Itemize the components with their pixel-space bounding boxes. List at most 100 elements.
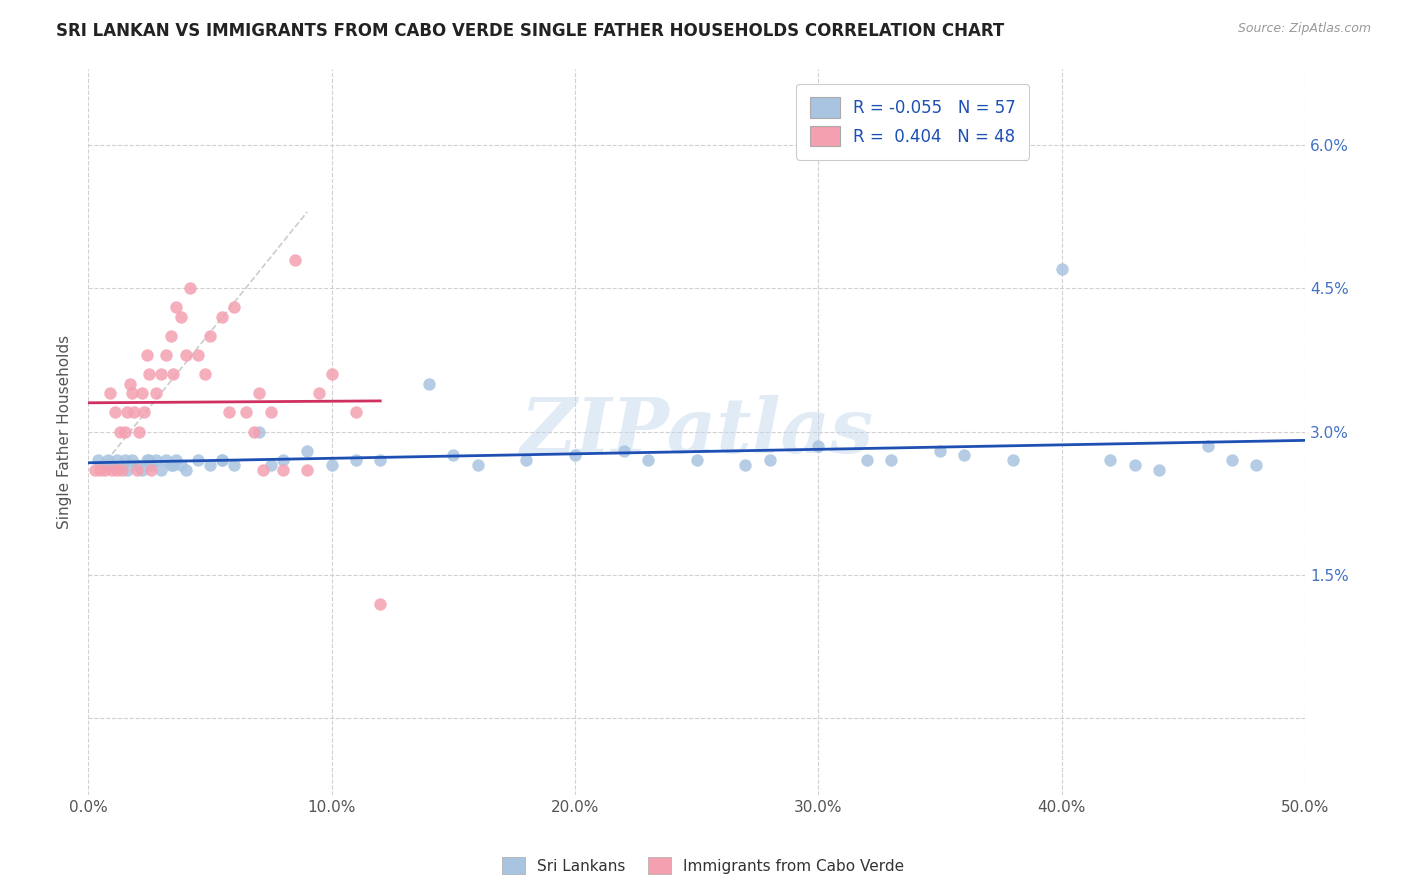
Point bbox=[224, 458, 246, 472]
Point bbox=[198, 458, 221, 472]
Point bbox=[121, 386, 143, 401]
Point bbox=[131, 386, 153, 401]
Point bbox=[125, 463, 148, 477]
Point bbox=[1246, 458, 1268, 472]
Point bbox=[111, 463, 134, 477]
Point bbox=[271, 453, 294, 467]
Point bbox=[247, 425, 270, 439]
Legend: R = -0.055   N = 57, R =  0.404   N = 48: R = -0.055 N = 57, R = 0.404 N = 48 bbox=[796, 84, 1029, 160]
Point bbox=[160, 329, 183, 343]
Point bbox=[929, 443, 952, 458]
Point bbox=[104, 405, 127, 419]
Point bbox=[115, 405, 138, 419]
Point bbox=[1001, 453, 1024, 467]
Point bbox=[84, 463, 107, 477]
Point bbox=[344, 405, 367, 419]
Point bbox=[114, 425, 136, 439]
Point bbox=[145, 453, 167, 467]
Point bbox=[295, 463, 318, 477]
Point bbox=[131, 463, 153, 477]
Point bbox=[105, 453, 128, 467]
Point bbox=[135, 453, 157, 467]
Point bbox=[114, 453, 136, 467]
Point bbox=[135, 348, 157, 362]
Point bbox=[368, 597, 391, 611]
Point bbox=[1220, 453, 1243, 467]
Point bbox=[467, 458, 489, 472]
Point bbox=[125, 458, 148, 472]
Point bbox=[89, 463, 111, 477]
Point bbox=[211, 453, 233, 467]
Point bbox=[198, 329, 221, 343]
Point bbox=[150, 463, 173, 477]
Point bbox=[160, 458, 183, 472]
Point bbox=[295, 443, 318, 458]
Point bbox=[224, 301, 246, 315]
Point bbox=[101, 458, 124, 472]
Point bbox=[111, 458, 134, 472]
Point bbox=[1197, 439, 1219, 453]
Point bbox=[613, 443, 636, 458]
Point bbox=[418, 376, 440, 391]
Point bbox=[169, 458, 191, 472]
Point bbox=[1147, 463, 1170, 477]
Point bbox=[441, 449, 464, 463]
Point bbox=[880, 453, 903, 467]
Point bbox=[321, 458, 343, 472]
Point bbox=[98, 386, 121, 401]
Point bbox=[138, 453, 160, 467]
Point bbox=[94, 463, 117, 477]
Point bbox=[211, 453, 233, 467]
Point bbox=[87, 453, 110, 467]
Point bbox=[165, 453, 187, 467]
Point bbox=[260, 458, 283, 472]
Point bbox=[162, 458, 184, 472]
Text: ZIPatlas: ZIPatlas bbox=[520, 394, 873, 468]
Point bbox=[91, 458, 114, 472]
Point bbox=[235, 405, 257, 419]
Point bbox=[124, 405, 146, 419]
Point bbox=[141, 463, 163, 477]
Legend: Sri Lankans, Immigrants from Cabo Verde: Sri Lankans, Immigrants from Cabo Verde bbox=[495, 851, 911, 880]
Point bbox=[165, 301, 187, 315]
Point bbox=[121, 453, 143, 467]
Point bbox=[108, 425, 131, 439]
Point bbox=[145, 386, 167, 401]
Point bbox=[155, 453, 177, 467]
Point bbox=[179, 281, 201, 295]
Point bbox=[141, 458, 163, 472]
Point bbox=[155, 348, 177, 362]
Point bbox=[758, 453, 780, 467]
Point bbox=[321, 368, 343, 382]
Point bbox=[515, 453, 537, 467]
Point bbox=[1123, 458, 1146, 472]
Point bbox=[1099, 453, 1122, 467]
Point bbox=[637, 453, 659, 467]
Point bbox=[105, 463, 128, 477]
Point bbox=[134, 405, 156, 419]
Point bbox=[252, 463, 274, 477]
Point bbox=[856, 453, 879, 467]
Point bbox=[97, 453, 120, 467]
Point bbox=[150, 368, 173, 382]
Point bbox=[368, 453, 391, 467]
Point bbox=[308, 386, 330, 401]
Point bbox=[685, 453, 707, 467]
Point bbox=[162, 368, 184, 382]
Point bbox=[174, 463, 197, 477]
Point bbox=[115, 463, 138, 477]
Point bbox=[564, 449, 586, 463]
Point bbox=[118, 376, 141, 391]
Point bbox=[101, 463, 124, 477]
Point bbox=[344, 453, 367, 467]
Point bbox=[138, 368, 160, 382]
Text: Source: ZipAtlas.com: Source: ZipAtlas.com bbox=[1237, 22, 1371, 36]
Point bbox=[194, 368, 217, 382]
Point bbox=[187, 453, 209, 467]
Point bbox=[284, 252, 307, 267]
Point bbox=[807, 439, 830, 453]
Point bbox=[187, 348, 209, 362]
Point bbox=[169, 310, 191, 324]
Y-axis label: Single Father Households: Single Father Households bbox=[58, 334, 72, 529]
Point bbox=[734, 458, 756, 472]
